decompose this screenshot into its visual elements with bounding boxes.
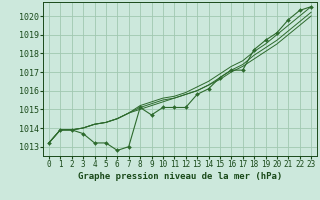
X-axis label: Graphe pression niveau de la mer (hPa): Graphe pression niveau de la mer (hPa)	[78, 172, 282, 181]
